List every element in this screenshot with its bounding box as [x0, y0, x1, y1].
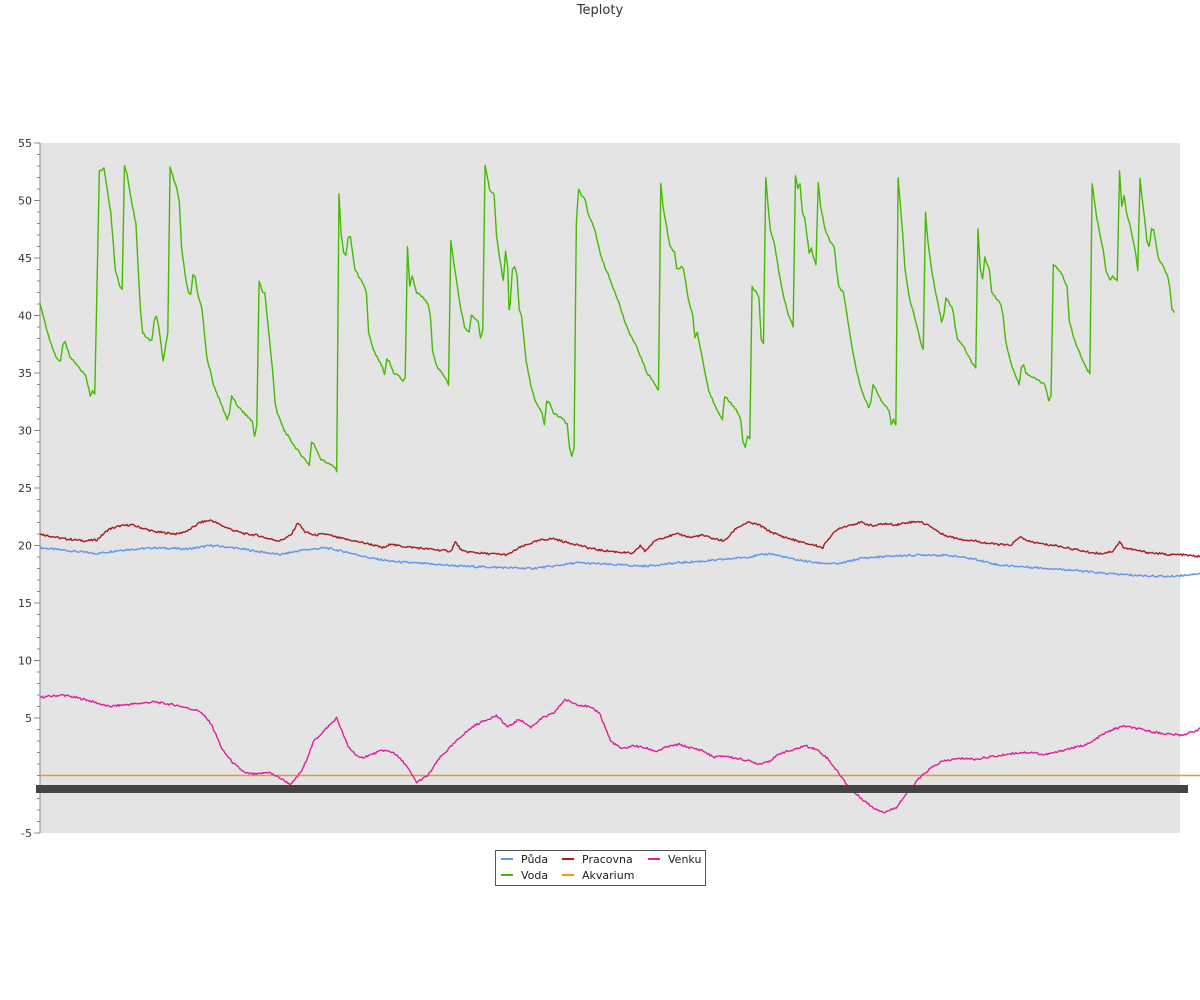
y-tick-label: 50 — [18, 195, 32, 208]
y-tick-label: 35 — [18, 367, 32, 380]
legend-swatch-venku — [648, 858, 660, 860]
chart-title: Teploty — [576, 3, 624, 18]
y-tick-label: 25 — [18, 482, 32, 495]
y-tick-label: -5 — [21, 827, 32, 840]
y-tick-label: 55 — [18, 137, 32, 150]
y-tick-label: 5 — [25, 712, 32, 725]
series-line-voda — [39, 164, 1175, 473]
legend-item-voda: Voda — [501, 870, 548, 882]
legend-swatch-puda — [501, 858, 513, 860]
legend-label-voda: Voda — [521, 869, 549, 882]
y-tick-label: 10 — [18, 655, 32, 668]
y-tick-label: 40 — [18, 310, 32, 323]
legend-swatch-pracovna — [562, 858, 574, 860]
legend-item-puda: Půda — [501, 854, 548, 866]
legend-swatch-voda — [501, 874, 513, 876]
legend-item-venku: Venku — [648, 854, 701, 866]
legend: Půda Pracovna Venku Voda Akvarium — [495, 850, 706, 886]
y-tick-label: 20 — [18, 540, 32, 553]
legend-item-pracovna: Pracovna — [562, 854, 633, 866]
legend-label-venku: Venku — [668, 853, 702, 866]
y-tick-label: 30 — [18, 425, 32, 438]
plot-area — [40, 143, 1180, 833]
y-axis: -5 5 10 15 20 25 30 35 40 45 50 55 — [18, 137, 41, 840]
legend-item-akvarium: Akvarium — [562, 870, 634, 882]
series-layer — [39, 164, 1200, 814]
series-line-puda — [39, 543, 1200, 578]
legend-label-puda: Půda — [521, 853, 549, 866]
y-tick-label: 15 — [18, 597, 32, 610]
legend-label-akvarium: Akvarium — [582, 869, 635, 882]
series-line-venku — [39, 693, 1200, 814]
legend-label-pracovna: Pracovna — [582, 853, 633, 866]
x-axis-band — [36, 785, 1188, 793]
series-line-pracovna — [39, 519, 1200, 558]
legend-swatch-akvarium — [562, 874, 574, 876]
y-tick-label: 45 — [18, 252, 32, 265]
